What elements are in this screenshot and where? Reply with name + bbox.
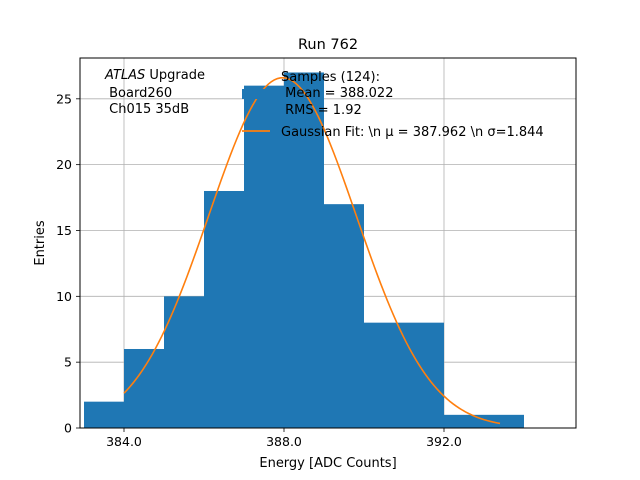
legend-samples-line-3: RMS = 1.92 — [281, 103, 362, 118]
y-tick-label: 0 — [64, 421, 72, 436]
x-axis-label: Energy [ADC Counts] — [259, 456, 396, 471]
annotation-line-3: Ch015 35dB — [105, 102, 189, 117]
legend-samples-swatch — [242, 89, 270, 99]
histogram-bar — [484, 414, 524, 428]
y-tick-label: 10 — [56, 289, 72, 304]
y-tick-label: 15 — [56, 223, 72, 238]
y-tick-label: 20 — [56, 157, 72, 172]
x-axis-ticks: 384.0 388.0 392.0 — [106, 428, 462, 449]
x-tick-label: 388.0 — [266, 434, 302, 449]
x-tick-label: 384.0 — [106, 434, 142, 449]
histogram-bar — [404, 322, 444, 428]
y-axis-label: Entries — [33, 220, 48, 266]
histogram-bar — [364, 322, 404, 428]
histogram-bar — [284, 72, 324, 429]
annotation-line-1: ATLAS Upgrade — [104, 68, 205, 83]
legend-samples-line-2: Mean = 388.022 — [281, 86, 393, 101]
histogram-bar — [124, 348, 164, 428]
histogram-bar — [324, 204, 364, 428]
histogram-bar — [244, 85, 284, 428]
plot-frame — [79, 57, 577, 429]
legend: Samples (124): Mean = 388.022 RMS = 1.92… — [242, 70, 544, 140]
y-axis-ticks: 0 5 10 15 20 25 — [56, 91, 80, 436]
histogram-bar — [84, 401, 124, 428]
atlas-annotation: ATLAS Upgrade Board260 Ch015 35dB — [104, 68, 205, 117]
x-tick-label: 392.0 — [426, 434, 462, 449]
y-tick-label: 5 — [64, 355, 72, 370]
histogram-bar — [164, 296, 204, 428]
histogram-bar — [204, 190, 244, 428]
legend-fit-label: Gaussian Fit: \n μ = 387.962 \n σ=1.844 — [281, 125, 544, 140]
histogram-bar — [444, 414, 484, 428]
gaussian-fit — [123, 77, 501, 425]
annotation-upgrade: Upgrade — [145, 68, 205, 83]
y-tick-label: 25 — [56, 91, 72, 106]
annotation-line-2: Board260 — [105, 86, 172, 101]
histogram-bars — [84, 72, 524, 429]
chart-title: Run 762 — [298, 37, 358, 53]
gaussian-fit-curve — [123, 77, 501, 425]
legend-samples-line-1: Samples (124): — [281, 70, 380, 85]
annotation-atlas: ATLAS — [104, 68, 145, 83]
